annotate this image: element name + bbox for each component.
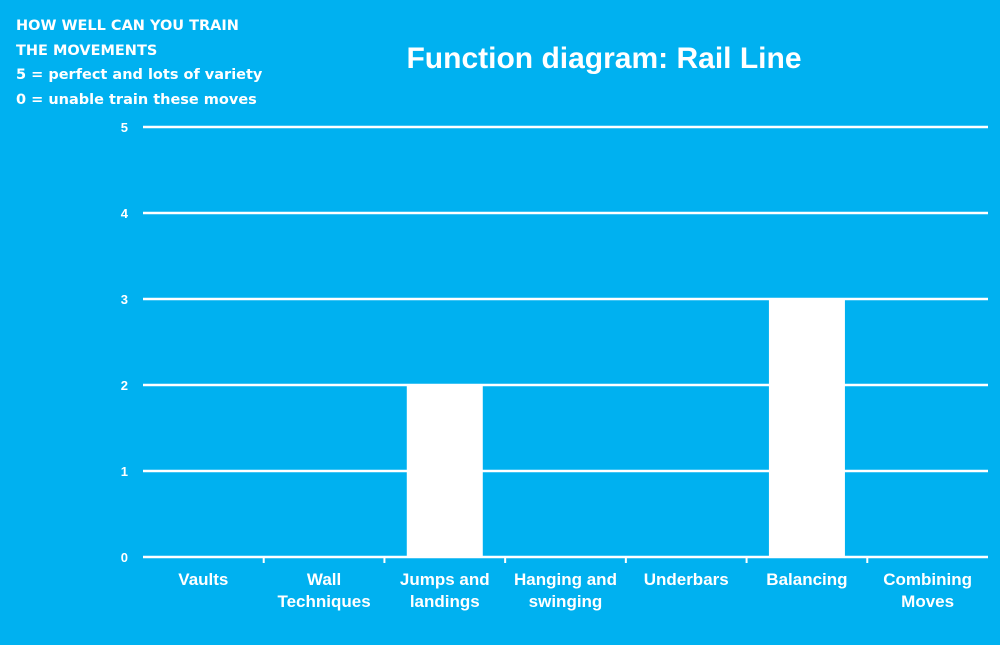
x-tick-label: Vaults: [178, 570, 228, 589]
note-line: 5 = perfect and lots of variety: [16, 67, 263, 83]
x-tick-label: Hanging and: [514, 570, 617, 589]
x-tick-label: Moves: [901, 592, 954, 611]
x-tick-label: Wall: [307, 570, 341, 589]
y-tick-label: 4: [121, 206, 129, 221]
x-tick-label: Jumps and: [400, 570, 490, 589]
chart-title: Function diagram: Rail Line: [406, 42, 802, 75]
y-tick-label: 2: [121, 378, 128, 393]
note-line: 0 = unable train these moves: [16, 91, 257, 108]
x-tick-label: Underbars: [644, 570, 729, 589]
rating-note: HOW WELL CAN YOU TRAIN THE MOVEMENTS 5 =…: [16, 14, 262, 112]
note-line: HOW WELL CAN YOU TRAIN: [16, 18, 239, 34]
bar: [406, 385, 483, 557]
y-tick-label: 5: [121, 120, 128, 135]
y-tick-label: 3: [121, 292, 128, 307]
y-tick-label: 1: [121, 464, 128, 479]
x-tick-label: swinging: [529, 592, 603, 611]
x-tick-label: Techniques: [277, 592, 370, 611]
note-line: THE MOVEMENTS: [16, 42, 158, 59]
y-tick-label: 0: [121, 550, 128, 565]
bar: [768, 299, 845, 557]
x-tick-label: Combining: [883, 570, 972, 589]
x-tick-label: landings: [410, 592, 480, 611]
x-tick-label: Balancing: [766, 570, 847, 589]
